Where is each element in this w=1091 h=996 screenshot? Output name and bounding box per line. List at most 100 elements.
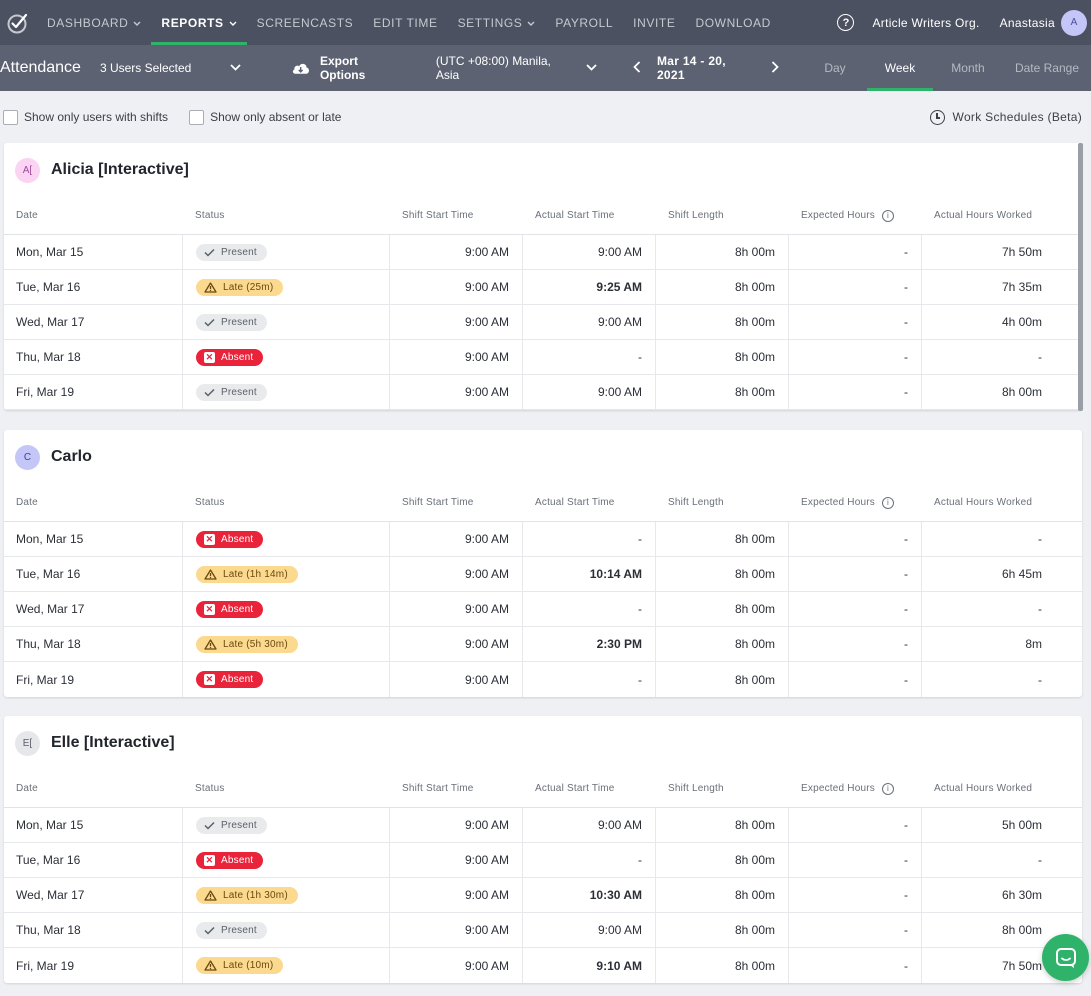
expected-hours-cell: -: [788, 592, 921, 626]
nav-item-download[interactable]: DOWNLOAD: [685, 0, 780, 45]
date-cell: Wed, Mar 17: [16, 602, 85, 616]
column-header: Actual Hours Worked: [921, 770, 1075, 808]
actual-start-cell: 9:25 AM: [522, 270, 655, 304]
actual-hours-worked-cell: 6h 45m: [921, 557, 1075, 591]
nav-item-settings[interactable]: SETTINGS: [448, 0, 546, 45]
expected-hours-cell: -: [788, 808, 921, 842]
close-icon: ✕: [204, 603, 215, 615]
status-cell: Present: [182, 375, 389, 409]
check-icon: [204, 926, 215, 935]
chat-support-button[interactable]: [1042, 934, 1089, 981]
status-badge-absent: ✕ Absent: [196, 600, 264, 618]
date-cell: Tue, Mar 16: [16, 853, 81, 867]
column-header: Actual Hours Worked: [921, 197, 1075, 235]
card-header: E[Elle [Interactive]: [4, 716, 1082, 770]
clock-icon: [929, 109, 945, 125]
status-cell: ✕ Absent: [182, 662, 389, 697]
column-header-label: Actual Start Time: [535, 497, 615, 508]
nav-item-edit-time[interactable]: EDIT TIME: [363, 0, 447, 45]
date-cell: Thu, Mar 18: [16, 350, 81, 364]
tab-day[interactable]: Day: [824, 61, 846, 75]
checkbox-box[interactable]: [189, 109, 205, 125]
actual-hours-worked-cell: 5h 00m: [921, 808, 1075, 842]
cloud-download-icon: [292, 63, 309, 74]
nav-item-screencasts[interactable]: SCREENCASTS: [247, 0, 364, 45]
actual-hours-worked-cell: 7h 50m: [921, 948, 1075, 983]
table-row: Thu, Mar 18 Present 9:00 AM 9:00 AM 8h 00m -8…: [4, 913, 1082, 948]
checkbox-box[interactable]: [3, 109, 18, 125]
work-schedules-label: Work Schedules (Beta): [952, 110, 1082, 124]
expected-hours-cell: -: [788, 948, 921, 983]
user-avatar[interactable]: A: [1061, 9, 1087, 36]
shift-length-cell: 8h 00m: [655, 913, 788, 947]
warning-icon: [204, 281, 217, 293]
tab-week[interactable]: Week: [866, 45, 933, 91]
vertical-scrollbar[interactable]: [1078, 143, 1083, 411]
column-header: Actual Start Time: [522, 770, 655, 808]
shift-start-cell: 9:00 AM: [389, 522, 522, 556]
table-row: Wed, Mar 17 Late (1h 30m) 9:00 AM 10:30 AM 8…: [4, 878, 1082, 913]
actual-hours-worked-cell: 8h 00m: [921, 913, 1075, 947]
status-badge-absent: ✕ Absent: [196, 851, 264, 869]
actual-hours-worked-cell: 6h 30m: [921, 878, 1075, 912]
nav-item-dashboard[interactable]: DASHBOARD: [37, 0, 151, 45]
chevron-down-icon: [229, 18, 237, 28]
status-cell: Present: [182, 913, 389, 947]
check-icon: [204, 248, 215, 257]
previous-week-chevron-icon[interactable]: [633, 60, 641, 77]
next-week-chevron-icon[interactable]: [771, 60, 779, 77]
help-icon[interactable]: ?: [837, 14, 855, 31]
tab-date-range[interactable]: Date Range: [1014, 61, 1079, 75]
status-badge-present: Present: [196, 313, 267, 331]
shift-length-cell: 8h 00m: [655, 662, 788, 697]
status-cell: Late (1h 30m): [182, 878, 389, 912]
status-badge-present: Present: [196, 383, 267, 401]
warning-icon: [204, 568, 217, 580]
status-badge-label: Absent: [221, 854, 254, 866]
export-options-button[interactable]: Export Options: [291, 54, 404, 82]
user-name-heading: Elle [Interactive]: [51, 734, 175, 751]
organization-name[interactable]: Article Writers Org.: [872, 15, 980, 30]
checkbox-label: Show only users with shifts: [24, 110, 169, 124]
nav-item-label: INVITE: [633, 15, 676, 30]
timezone-dropdown[interactable]: (UTC +08:00) Manila, Asia: [436, 54, 597, 82]
nav-item-reports[interactable]: REPORTS: [151, 0, 247, 45]
column-header-label: Status: [195, 210, 225, 221]
actual-start-cell: 10:14 AM: [522, 557, 655, 591]
users-select-dropdown[interactable]: 3 Users Selected: [100, 61, 241, 75]
report-toolbar: Attendance 3 Users Selected Export Optio…: [0, 45, 1091, 91]
date-cell: Wed, Mar 17: [16, 888, 85, 902]
tab-month[interactable]: Month: [951, 61, 985, 75]
column-header: Actual Start Time: [522, 484, 655, 522]
user-name[interactable]: Anastasia: [999, 15, 1055, 30]
show-only-users-with-shifts-checkbox[interactable]: Show only users with shifts: [3, 109, 169, 125]
info-icon[interactable]: i: [881, 496, 894, 509]
status-badge-label: Absent: [221, 674, 254, 685]
nav-item-invite[interactable]: INVITE: [623, 0, 685, 45]
column-header: Shift Length: [655, 770, 788, 808]
nav-item-payroll[interactable]: PAYROLL: [545, 0, 623, 45]
chevron-down-icon: [586, 62, 597, 74]
actual-start-cell: -: [522, 340, 655, 374]
column-header-label: Shift Start Time: [402, 783, 474, 794]
table-row: Tue, Mar 16 Late (1h 14m) 9:00 AM 10:14 AM 8…: [4, 557, 1082, 592]
info-icon[interactable]: i: [881, 209, 894, 222]
shift-start-cell: 9:00 AM: [389, 270, 522, 304]
show-only-absent-or-late-checkbox[interactable]: Show only absent or late: [189, 109, 341, 125]
status-cell: ✕ Absent: [182, 843, 389, 877]
shift-start-cell: 9:00 AM: [389, 627, 522, 661]
column-header: Shift Start Time: [389, 197, 522, 235]
info-icon[interactable]: i: [881, 782, 894, 795]
users-select-label: 3 Users Selected: [99, 61, 192, 75]
date-cell: Mon, Mar 15: [16, 245, 84, 259]
date-range-navigator: Mar 14 - 20, 2021: [633, 54, 779, 82]
shift-start-cell: 9:00 AM: [389, 662, 522, 697]
status-badge-present: Present: [196, 921, 267, 939]
work-schedules-link[interactable]: Work Schedules (Beta): [929, 109, 1082, 125]
date-cell: Fri, Mar 19: [16, 385, 75, 399]
shift-start-cell: 9:00 AM: [389, 557, 522, 591]
shift-start-cell: 9:00 AM: [389, 878, 522, 912]
status-badge-label: Late (1h 30m): [223, 889, 288, 901]
date-range-label[interactable]: Mar 14 - 20, 2021: [656, 54, 726, 82]
app-logo-icon[interactable]: [4, 9, 32, 37]
